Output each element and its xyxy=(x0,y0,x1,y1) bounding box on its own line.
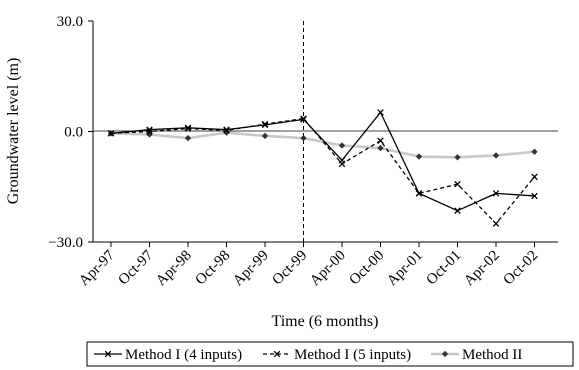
data-point xyxy=(415,190,423,197)
y-axis-title: Groundwater level (m) xyxy=(5,58,22,205)
legend-label: Method I (5 inputs) xyxy=(294,347,411,363)
series-line xyxy=(110,131,535,159)
marker-stroke xyxy=(377,109,384,116)
y-tick-label: −30.0 xyxy=(48,235,83,251)
x-tick-label: Oct-97 xyxy=(116,247,157,288)
y-tick-layer: 30.0 0.0 −30.0 xyxy=(48,14,93,251)
marker-stroke xyxy=(492,190,500,197)
legend-item: Method I (4 inputs) xyxy=(94,347,242,363)
marker-stroke xyxy=(261,121,269,129)
series-layer xyxy=(107,109,538,227)
series-1 xyxy=(107,109,538,214)
data-point xyxy=(454,180,461,188)
marker-stroke xyxy=(454,207,461,214)
x-tick-label: Apr-00 xyxy=(307,248,349,290)
legend-marker xyxy=(441,350,449,358)
legend-item: Method II xyxy=(431,347,522,363)
series-line xyxy=(110,111,535,212)
legend-marker xyxy=(273,350,281,358)
marker-stroke xyxy=(415,190,423,197)
marker-stroke xyxy=(338,156,346,164)
legend-items: Method I (4 inputs) Method I (5 inputs) Me… xyxy=(94,347,522,363)
series-line xyxy=(110,117,536,225)
y-tick-label: 30.0 xyxy=(57,14,83,30)
data-point xyxy=(454,154,461,161)
x-tick-label: Apr-97 xyxy=(76,247,118,289)
marker-stroke xyxy=(146,126,153,133)
x-tick-label: Oct-01 xyxy=(424,248,465,289)
marker-stroke xyxy=(531,173,538,181)
data-point xyxy=(261,121,269,129)
data-point xyxy=(300,134,307,142)
series-3 xyxy=(107,129,538,161)
legend-label: Method II xyxy=(462,347,522,363)
data-point xyxy=(377,109,384,116)
data-point xyxy=(300,116,307,123)
x-tick-layer: Apr-97Oct-97Apr-98Oct-98Apr-99Oct-99Apr-… xyxy=(76,242,541,289)
x-tick-label: Apr-02 xyxy=(461,248,503,290)
x-tick-label: Oct-02 xyxy=(501,248,542,289)
data-point xyxy=(492,220,500,227)
data-point xyxy=(184,124,192,132)
x-tick-label: Apr-01 xyxy=(384,248,426,290)
data-point xyxy=(492,152,500,159)
data-point xyxy=(531,148,538,155)
marker-stroke xyxy=(104,350,112,358)
marker-stroke xyxy=(273,350,281,358)
data-point xyxy=(377,144,384,152)
y-tick-label: 0.0 xyxy=(64,125,83,141)
data-point xyxy=(107,130,115,137)
marker-stroke xyxy=(300,116,307,123)
data-point xyxy=(454,207,461,214)
data-point xyxy=(492,190,500,197)
data-point xyxy=(184,134,192,142)
series-2 xyxy=(107,115,538,227)
marker-stroke xyxy=(377,137,384,144)
legend-box xyxy=(86,341,574,367)
x-tick-label: Oct-98 xyxy=(193,248,234,289)
marker-stroke xyxy=(454,180,461,188)
data-point xyxy=(531,173,538,181)
plot-area: 30.00.0−30.0 Apr-97Oct-97Apr-98Oct-98Apr… xyxy=(48,14,558,289)
data-point xyxy=(377,137,384,144)
data-point xyxy=(261,132,269,140)
data-point xyxy=(338,142,346,149)
legend-item: Method I (5 inputs) xyxy=(263,347,411,363)
marker-stroke xyxy=(107,130,115,137)
marker-stroke xyxy=(223,126,230,133)
marker-stroke xyxy=(531,192,538,200)
x-tick-label: Oct-00 xyxy=(347,248,388,289)
data-point xyxy=(223,126,230,133)
marker-stroke xyxy=(184,124,192,132)
data-point xyxy=(415,153,423,160)
legend-label: Method I (4 inputs) xyxy=(125,347,242,363)
data-point xyxy=(146,126,153,133)
legend-marker xyxy=(104,350,112,358)
data-point xyxy=(338,156,346,164)
legend: Method I (4 inputs) Method I (5 inputs) Me… xyxy=(86,341,574,367)
marker-stroke xyxy=(492,220,500,227)
data-point xyxy=(531,192,538,200)
x-tick-label: Apr-99 xyxy=(230,248,272,290)
x-tick-label: Apr-98 xyxy=(153,248,195,290)
x-tick-label: Oct-99 xyxy=(270,248,311,289)
x-axis-title: Time (6 months) xyxy=(272,313,379,330)
